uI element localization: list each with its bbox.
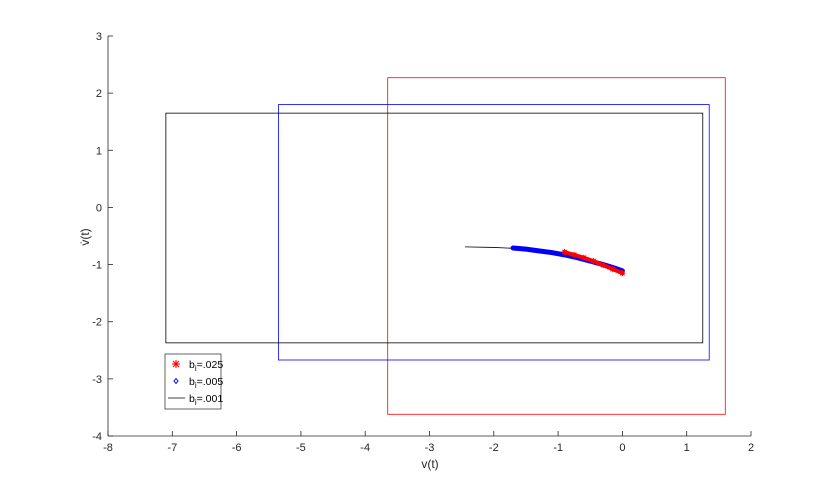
y-tick-label: -3 [92,374,102,386]
marker-stroke [600,262,606,268]
axes: -8 -7 -6 -5 -4 -3 -2 -1 0 1 2 -4 -3 -2 -1 0 1 2 3 [92,31,754,454]
legend-label-sub: i [195,364,197,373]
data-point [600,262,607,269]
bound-box [277,104,710,361]
y-tick-label: 3 [96,31,102,43]
y-tick-label: 0 [96,202,102,214]
data-point [590,258,597,265]
y-tick-label: 2 [96,88,102,100]
x-tick-label: -8 [103,442,113,454]
legend-item: bi=.005 [173,376,223,390]
marker-stroke [590,258,597,264]
legend-label-sub: i [195,398,197,407]
x-tick-label: -6 [232,442,242,454]
legend-label-base: b [189,393,195,405]
x-tick-label: 2 [748,442,754,454]
y-tick-label: -1 [92,260,102,272]
y-tick-label: -2 [92,317,102,329]
x-tick-label: 0 [619,442,625,454]
diamond-icon [173,377,179,385]
x-tick-label: -1 [553,442,563,454]
legend-label-rest: =.005 [197,376,224,388]
x-tick-label: 1 [684,442,690,454]
data-point [571,251,578,258]
y-axis-label: v̇(t) [78,228,92,245]
x-tick-label: -7 [167,442,177,454]
legend-label: bi=.001 [189,393,223,407]
x-tick-label: -3 [425,442,435,454]
marker-stroke [619,270,625,276]
legend-label-base: b [189,376,195,388]
marker-stroke [172,360,180,368]
legend-label-rest: =.025 [197,359,224,371]
data-point [609,266,616,273]
legend-label-base: b [189,359,195,371]
data-point [580,254,587,261]
y-tick-label: -4 [92,431,102,443]
legend-label: bi=.005 [189,376,223,390]
x-tick-label: -5 [296,442,306,454]
marker-stroke [571,252,577,258]
marker-stroke [610,266,616,272]
x-axis-label: v(t) [421,457,438,471]
x-tick-label: -4 [360,442,370,454]
bound-box [165,112,704,344]
data-point [561,249,568,255]
legend-label: bi=.025 [189,359,223,373]
plot-area [165,77,726,415]
legend-label-sub: i [195,381,197,390]
marker-stroke [561,249,568,255]
x-tick-label: -2 [489,442,499,454]
marker-stroke [581,255,587,261]
legend-item: bi=.025 [172,359,223,373]
legend-item: bi=.001 [168,393,223,407]
legend-label-rest: =.001 [197,393,224,405]
bound-box [387,77,726,415]
y-tick-label: 1 [96,145,102,157]
data-point [619,270,626,277]
asterisk-icon [172,360,180,368]
